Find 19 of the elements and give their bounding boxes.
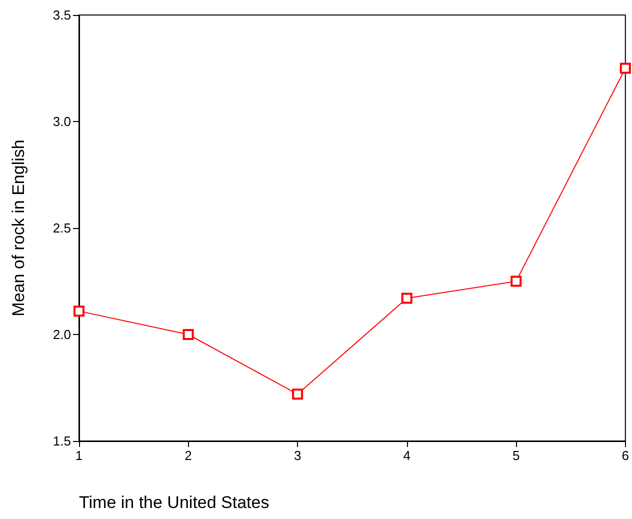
point — [510, 276, 522, 287]
x-tick-label: 3 — [294, 448, 302, 463]
y-tick-label: 2.0 — [52, 327, 71, 342]
x-tick-label: 2 — [184, 448, 192, 463]
x-tick-label: 5 — [512, 448, 520, 463]
x-axis-title: Time in the United States — [79, 493, 270, 512]
point — [401, 292, 412, 304]
x-tick-label: 1 — [75, 448, 83, 463]
y-tick-label: 2.5 — [52, 220, 71, 236]
y-tick-label: 1.5 — [52, 434, 71, 448]
y-tick-label: 3.0 — [52, 114, 71, 129]
point — [620, 62, 631, 74]
point — [292, 388, 304, 400]
point — [74, 306, 84, 317]
x-tick-label: 6 — [622, 448, 629, 463]
y-tick-label: 3.5 — [52, 8, 71, 22]
point — [182, 329, 194, 340]
y-axis-title: Mean of rock in English — [9, 140, 28, 316]
x-tick-label: 4 — [403, 448, 410, 463]
